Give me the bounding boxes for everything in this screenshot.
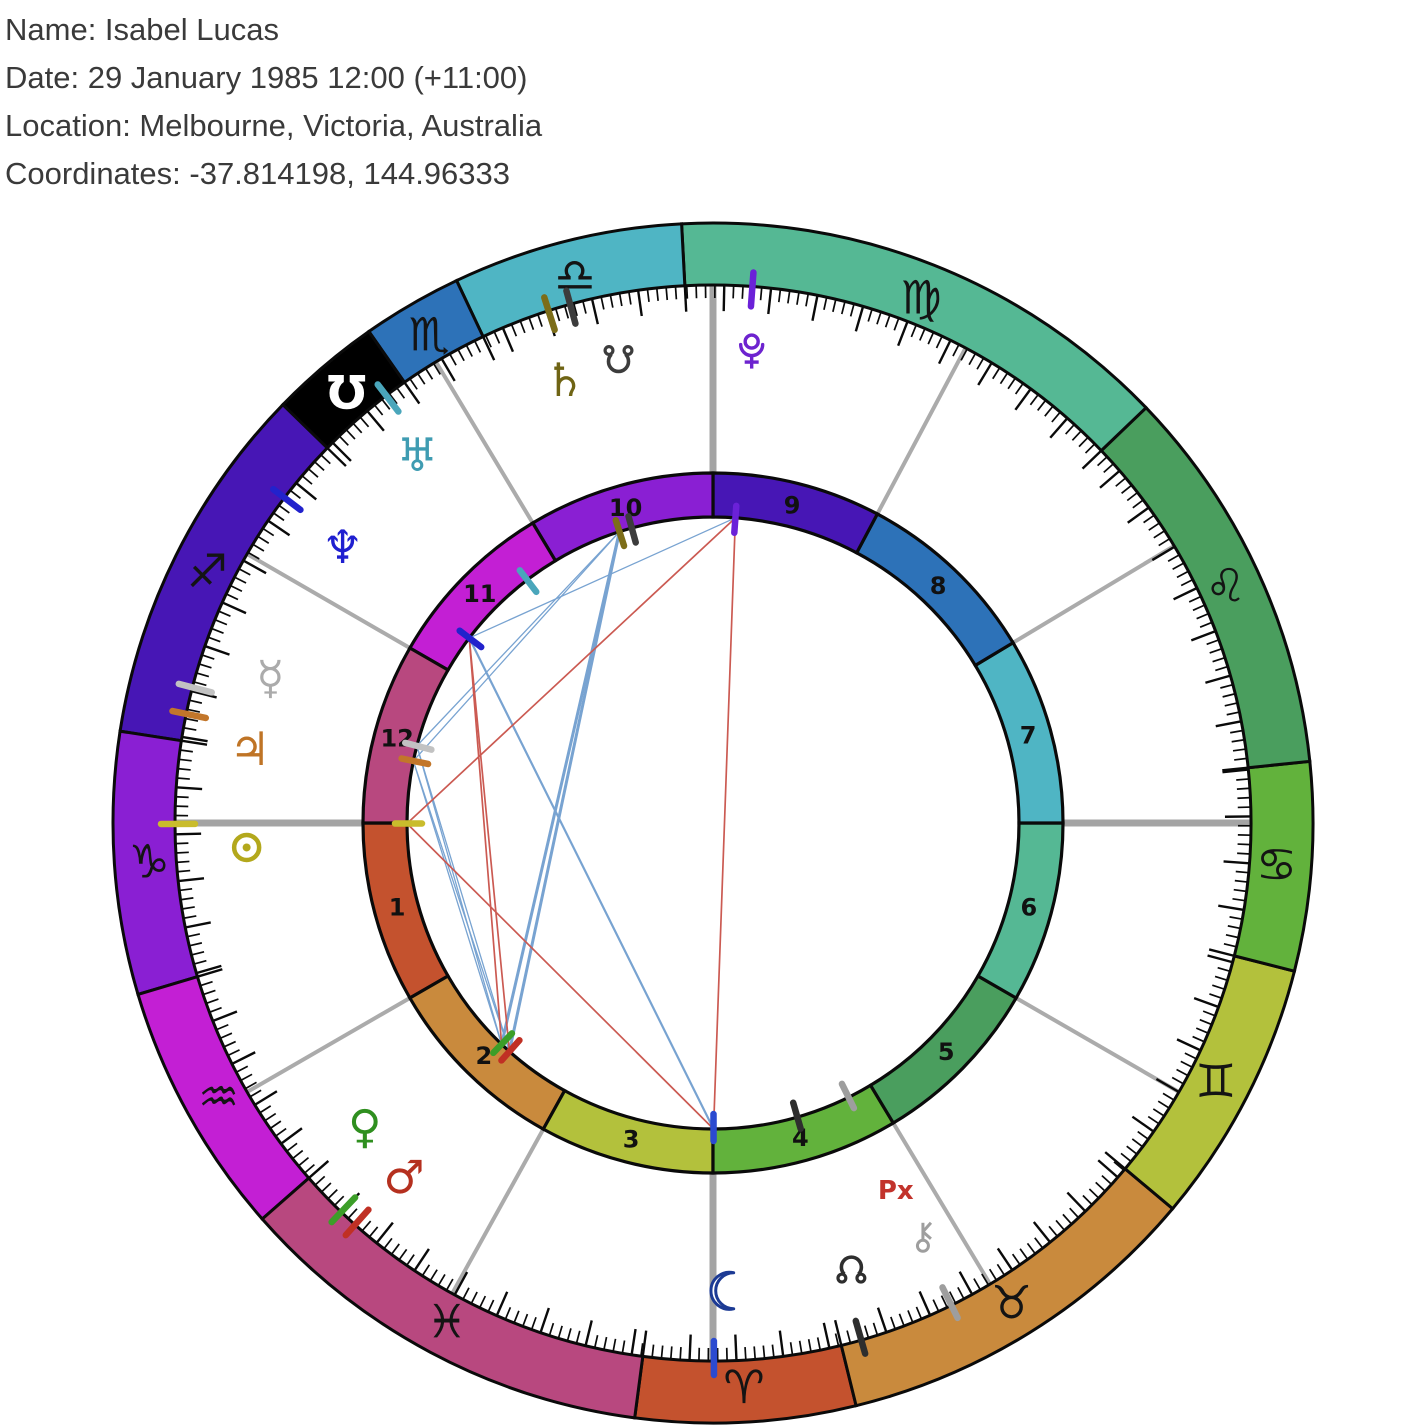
planet-glyph-south-node bbox=[603, 345, 634, 374]
aspect-trine-moon-neptune bbox=[468, 636, 715, 1131]
aspect-sextile-saturn-mercury bbox=[416, 530, 621, 747]
house-number-12: 12 bbox=[380, 724, 413, 752]
aspect-sextile-pluto-neptune bbox=[468, 517, 737, 639]
aspect-square-venus-neptune bbox=[468, 637, 503, 1046]
planet-glyph-pluto bbox=[738, 333, 765, 369]
house-number-5: 5 bbox=[938, 1038, 955, 1066]
house-number-11: 11 bbox=[463, 580, 496, 608]
zodiac-glyph-scorpio: ♏ bbox=[409, 307, 450, 361]
planet-marker-outer-mercury bbox=[175, 680, 215, 696]
planet-marker-outer-uranus bbox=[374, 381, 402, 415]
planet-marker-inner-mars bbox=[498, 1037, 523, 1064]
zodiac-glyph-pisces: ♓ bbox=[426, 1294, 467, 1348]
planet-marker-outer-mars bbox=[342, 1206, 372, 1239]
zodiac-glyph-sagittarius: ♐ bbox=[187, 544, 228, 598]
header-location: Location: Melbourne, Victoria, Australia bbox=[5, 108, 543, 143]
planet-marker-inner-venus bbox=[490, 1030, 516, 1057]
zodiac-glyph-aquarius: ♒ bbox=[198, 1069, 239, 1123]
planet-marker-outer-venus bbox=[328, 1194, 359, 1226]
planet-marker-inner-chiron bbox=[838, 1080, 858, 1112]
zodiac-glyph-ophiuchus: ℧ bbox=[327, 366, 366, 420]
header-date: Date: 29 January 1985 12:00 (+11:00) bbox=[5, 60, 528, 95]
planet-marker-inner-mercury bbox=[402, 739, 435, 753]
planet-marker-inner-neptune bbox=[456, 627, 485, 651]
header-coordinates: Coordinates: -37.814198, 144.96333 bbox=[5, 156, 511, 191]
planet-glyph-moon bbox=[709, 1270, 736, 1311]
planet-glyph-mercury: ☿ bbox=[256, 650, 284, 704]
chart-header: Name: Isabel Lucas Date: 29 January 1985… bbox=[5, 6, 542, 198]
aspect-sextile-mars-mercury bbox=[416, 745, 511, 1053]
aspect-sextile-venus-jupiter bbox=[412, 760, 503, 1045]
planet-glyph-uranus: ♅ bbox=[397, 428, 438, 482]
zodiac-segment-virgo bbox=[680, 221, 1149, 453]
planet-marker-inner-uranus bbox=[516, 567, 540, 596]
aspect-sextile-saturn-jupiter bbox=[412, 530, 621, 762]
planet-glyph-north-node bbox=[836, 1255, 867, 1284]
planet-marker-inner-south-node bbox=[625, 513, 639, 546]
header-name: Name: Isabel Lucas bbox=[5, 12, 279, 47]
zodiac-glyph-capricorn: ♑ bbox=[129, 834, 170, 888]
planet-glyph-saturn: ♄ bbox=[544, 353, 585, 407]
aspect-square-mars-neptune bbox=[468, 637, 511, 1053]
aspect-lines bbox=[406, 516, 737, 1131]
zodiac-ring: ♈ ♉ ♊ ♋ ♌ ♍ ♎ ♏ ℧ ♐ ♑ ♒ ♓ bbox=[111, 221, 1315, 1425]
planet-marker-outer-saturn bbox=[541, 294, 558, 334]
zodiac-glyph-gemini: ♊ bbox=[1195, 1054, 1236, 1108]
house-number-9: 9 bbox=[784, 492, 801, 520]
planet-marker-outer-neptune bbox=[270, 486, 304, 514]
house-number-1: 1 bbox=[389, 894, 406, 922]
planet-markers bbox=[157, 269, 961, 1379]
degree-tick-ring bbox=[175, 285, 1251, 1361]
zodiac-glyph-aries: ♈ bbox=[723, 1360, 764, 1414]
planet-marker-outer-jupiter bbox=[169, 707, 210, 722]
house-number-7: 7 bbox=[1020, 722, 1037, 750]
planet-marker-inner-jupiter bbox=[398, 755, 432, 768]
planet-marker-inner-saturn bbox=[612, 516, 628, 550]
house-number-3: 3 bbox=[623, 1126, 640, 1154]
planet-glyph-mars: ♂ bbox=[383, 1150, 424, 1204]
zodiac-glyph-cancer: ♋ bbox=[1256, 837, 1297, 891]
zodiac-glyph-libra: ♎ bbox=[554, 248, 595, 302]
aspect-square-sun-moon bbox=[406, 822, 715, 1130]
planet-marker-inner-north-node bbox=[789, 1099, 804, 1132]
planet-glyph-neptune: ♆ bbox=[322, 520, 363, 574]
house-number-8: 8 bbox=[930, 572, 947, 600]
house-segment-12 bbox=[361, 645, 451, 825]
aspect-sextile-mars-jupiter bbox=[412, 760, 511, 1053]
aspect-opposition-moon-pluto bbox=[712, 516, 737, 1130]
planet-marker-outer-north-node bbox=[852, 1317, 869, 1357]
aspect-trine-venus-saturn bbox=[500, 530, 621, 1046]
planet-glyphs: ☿ ♀♂ ♃ ♄ ♅ ♆ Px bbox=[229, 333, 933, 1311]
zodiac-segment-pisces bbox=[260, 1175, 645, 1420]
planet-marker-outer-south-node bbox=[563, 287, 579, 327]
planet-glyph-chiron bbox=[915, 1221, 933, 1253]
retrograde-label-chiron: Px bbox=[878, 1176, 914, 1206]
house-number-6: 6 bbox=[1021, 894, 1038, 922]
planet-marker-outer-chiron bbox=[939, 1284, 961, 1322]
aspect-sextile-venus-mercury bbox=[416, 745, 503, 1045]
house-number-4: 4 bbox=[792, 1124, 809, 1152]
planet-glyph-venus: ♀ bbox=[348, 1100, 382, 1154]
aspect-square-sun-pluto bbox=[406, 516, 737, 825]
planet-glyph-sun bbox=[231, 832, 262, 863]
house-number-2: 2 bbox=[475, 1042, 492, 1070]
planet-glyph-jupiter: ♃ bbox=[229, 722, 270, 776]
zodiac-glyph-virgo: ♍ bbox=[900, 271, 941, 325]
aspect-trine-mars-saturn bbox=[507, 530, 621, 1053]
zodiac-glyph-leo: ♌ bbox=[1205, 559, 1246, 613]
zodiac-glyph-taurus: ♉ bbox=[991, 1276, 1032, 1330]
planet-marker-outer-pluto bbox=[747, 269, 757, 310]
planet-marker-inner-pluto bbox=[731, 502, 740, 537]
